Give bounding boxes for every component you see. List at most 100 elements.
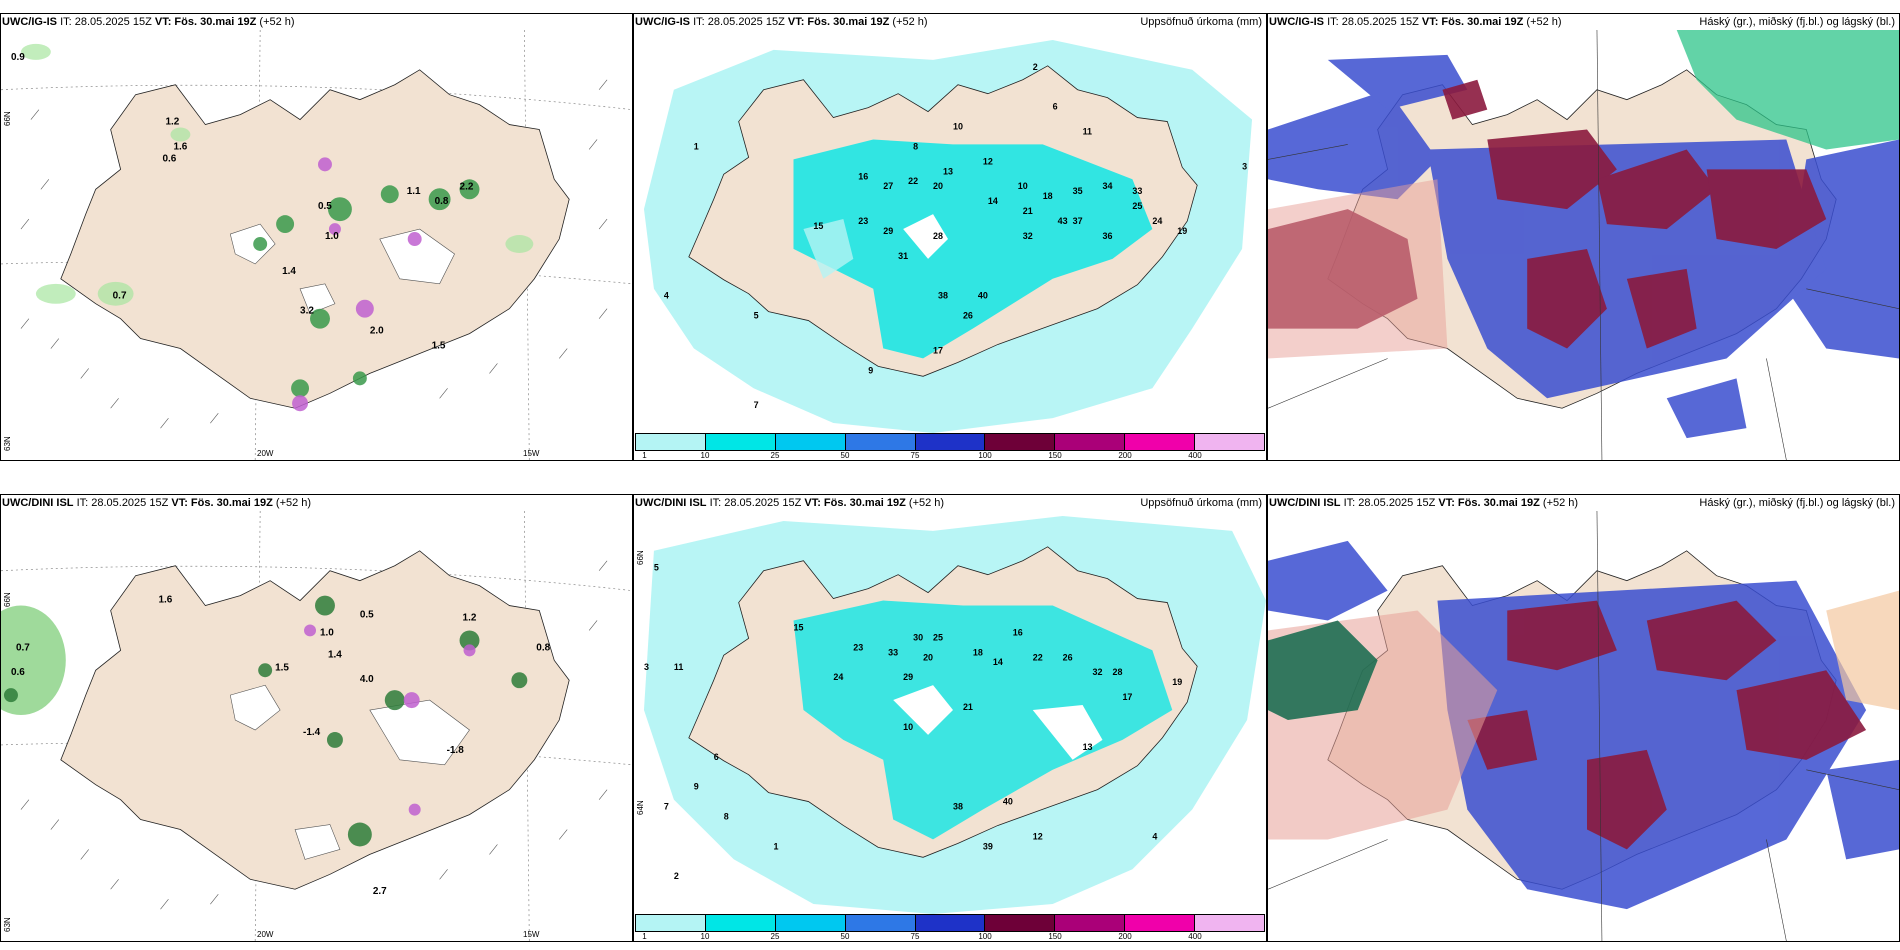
svg-text:4.0: 4.0 xyxy=(360,674,374,685)
svg-text:5: 5 xyxy=(654,563,659,573)
svg-text:0.7: 0.7 xyxy=(113,291,127,302)
colorbar-swatch xyxy=(1125,915,1196,931)
svg-text:18: 18 xyxy=(1043,191,1053,201)
svg-text:3: 3 xyxy=(1242,161,1247,171)
map-area: 1 3 2 4 8 10 6 11 13 15 16 27 22 20 12 1… xyxy=(634,30,1266,433)
svg-text:12: 12 xyxy=(1033,831,1043,841)
lat-label: 66N xyxy=(3,111,12,126)
iceland-precip-map: 3 11 15 23 33 30 25 18 20 14 16 22 26 32… xyxy=(643,515,1266,914)
svg-text:34: 34 xyxy=(1103,181,1113,191)
colorbar-label: 150 xyxy=(1048,932,1062,941)
svg-text:24: 24 xyxy=(833,672,843,682)
colorbar-swatch xyxy=(985,915,1056,931)
svg-text:11: 11 xyxy=(1083,126,1092,136)
map-area xyxy=(1268,30,1899,460)
svg-text:1.0: 1.0 xyxy=(325,231,339,242)
svg-text:29: 29 xyxy=(883,226,893,236)
iceland-wind-map: 0.7 0.6 1.6 1.0 1.2 0.5 0.8 1.4 4.0 -1.4… xyxy=(1,511,632,941)
svg-text:0.5: 0.5 xyxy=(318,201,332,212)
colorbar-label: 50 xyxy=(840,932,850,941)
iceland-cloud-map xyxy=(1268,30,1899,460)
colorbar-label: 10 xyxy=(700,451,710,460)
svg-text:1.1: 1.1 xyxy=(407,186,421,197)
colorbar-swatch xyxy=(845,915,916,931)
svg-text:25: 25 xyxy=(933,632,943,642)
svg-text:1: 1 xyxy=(774,841,779,851)
svg-text:1: 1 xyxy=(694,141,699,151)
map-area xyxy=(1268,511,1899,941)
lat-label: 66N xyxy=(3,592,12,607)
colorbar-label: 200 xyxy=(1118,451,1132,460)
svg-text:1.4: 1.4 xyxy=(328,649,342,660)
svg-text:4: 4 xyxy=(664,291,669,301)
svg-text:0.6: 0.6 xyxy=(11,667,25,678)
panel-top-right-clouds: UWC/IG-IS IT: 28.05.2025 15Z VT: Fös. 30… xyxy=(1267,13,1900,461)
panel-bottom-right-clouds: UWC/DINI ISL IT: 28.05.2025 15Z VT: Fös.… xyxy=(1267,494,1900,942)
svg-text:0.7: 0.7 xyxy=(16,642,30,653)
colorbar-label: 1 xyxy=(642,932,647,941)
svg-text:30: 30 xyxy=(913,632,923,642)
lat-label: 63N xyxy=(3,436,12,451)
svg-text:37: 37 xyxy=(1073,216,1083,226)
precip-colorbar: 1 10 25 50 75 100 150 200 400 xyxy=(635,433,1265,460)
svg-text:1.6: 1.6 xyxy=(173,141,187,152)
colorbar-swatch xyxy=(705,915,776,931)
svg-text:26: 26 xyxy=(963,311,973,321)
colorbar-swatch xyxy=(1195,915,1265,931)
colorbar-label: 100 xyxy=(978,932,992,941)
colorbar-swatch xyxy=(636,915,706,931)
svg-text:24: 24 xyxy=(1152,216,1162,226)
svg-text:10: 10 xyxy=(1018,181,1028,191)
colorbar-label: 50 xyxy=(840,451,850,460)
svg-text:22: 22 xyxy=(908,176,918,186)
svg-text:9: 9 xyxy=(868,365,873,375)
svg-text:38: 38 xyxy=(938,291,948,301)
panel-header: UWC/IG-IS IT: 28.05.2025 15Z VT: Fös. 30… xyxy=(2,16,295,28)
iceland-wind-map: 0.9 1.2 1.6 0.6 0.5 1.0 1.1 2.2 0.8 0.7 … xyxy=(1,30,632,460)
panel-title-right: Uppsöfnuð úrkoma (mm) xyxy=(1140,16,1262,28)
svg-text:35: 35 xyxy=(1073,186,1083,196)
iceland-cloud-map xyxy=(1268,511,1899,941)
lon-label: 15W xyxy=(523,930,540,939)
svg-text:1.6: 1.6 xyxy=(159,595,173,606)
svg-text:43: 43 xyxy=(1058,216,1068,226)
colorbar-label: 400 xyxy=(1188,932,1202,941)
svg-text:14: 14 xyxy=(993,657,1003,667)
svg-text:1.4: 1.4 xyxy=(282,266,296,277)
svg-text:-1.4: -1.4 xyxy=(303,727,321,738)
svg-text:5: 5 xyxy=(754,311,759,321)
map-area: 0.7 0.6 1.6 1.0 1.2 0.5 0.8 1.4 4.0 -1.4… xyxy=(1,511,632,941)
precip-blobs xyxy=(253,179,480,398)
svg-text:21: 21 xyxy=(1023,206,1033,216)
colorbar-label: 400 xyxy=(1188,451,1202,460)
colorbar-swatch xyxy=(915,915,986,931)
svg-text:26: 26 xyxy=(1063,652,1073,662)
svg-text:16: 16 xyxy=(1013,627,1023,637)
colorbar-label: 10 xyxy=(700,932,710,941)
map-area: 3 11 15 23 33 30 25 18 20 14 16 22 26 32… xyxy=(634,511,1266,914)
panel-header: UWC/DINI ISL IT: 28.05.2025 15Z VT: Fös.… xyxy=(1269,497,1579,509)
svg-text:15: 15 xyxy=(793,622,803,632)
svg-text:28: 28 xyxy=(933,231,943,241)
colorbar-label: 25 xyxy=(770,451,780,460)
panel-top-left-wind: UWC/IG-IS IT: 28.05.2025 15Z VT: Fös. 30… xyxy=(0,13,633,461)
svg-text:15: 15 xyxy=(813,221,823,231)
svg-text:22: 22 xyxy=(1033,652,1043,662)
svg-text:2.7: 2.7 xyxy=(373,886,387,897)
svg-text:40: 40 xyxy=(978,291,988,301)
svg-text:31: 31 xyxy=(898,251,908,261)
svg-text:17: 17 xyxy=(1122,692,1132,702)
svg-text:33: 33 xyxy=(888,647,898,657)
svg-text:1.2: 1.2 xyxy=(165,117,179,128)
svg-text:4: 4 xyxy=(1152,831,1157,841)
colorbar-swatch xyxy=(636,434,706,450)
panel-header: UWC/DINI ISL IT: 28.05.2025 15Z VT: Fös.… xyxy=(635,497,945,509)
svg-text:20: 20 xyxy=(923,652,933,662)
colorbar-swatch xyxy=(1125,434,1196,450)
panel-header: UWC/DINI ISL IT: 28.05.2025 15Z VT: Fös.… xyxy=(2,497,312,509)
svg-text:1.5: 1.5 xyxy=(275,662,289,673)
svg-text:19: 19 xyxy=(1177,226,1187,236)
svg-text:38: 38 xyxy=(953,802,963,812)
colorbar-swatch xyxy=(915,434,986,450)
svg-text:39: 39 xyxy=(983,841,993,851)
